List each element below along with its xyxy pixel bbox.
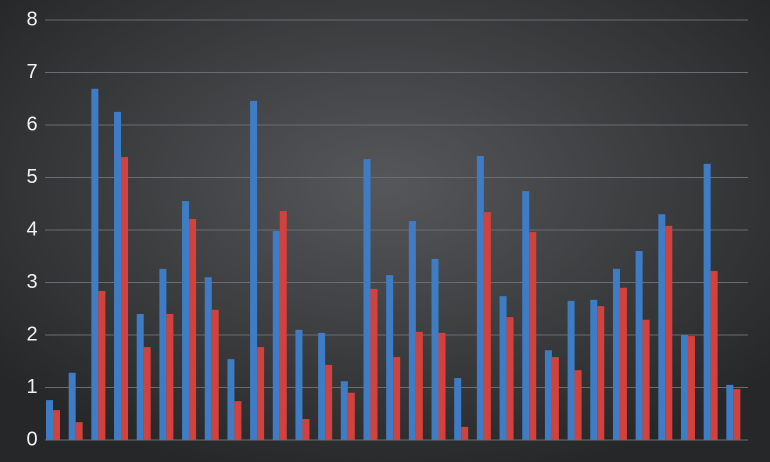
bar — [612, 268, 620, 440]
bar — [619, 287, 627, 440]
y-tick-label: 5 — [26, 166, 37, 188]
bar — [567, 300, 575, 440]
bar — [658, 214, 666, 440]
bar — [522, 191, 530, 440]
bar — [642, 319, 650, 440]
bar — [204, 277, 212, 440]
bar — [665, 225, 673, 440]
bar — [551, 357, 559, 440]
bar — [272, 231, 280, 440]
y-tick-label: 1 — [26, 376, 37, 398]
y-tick-label: 2 — [26, 323, 37, 345]
bar — [68, 372, 76, 440]
bar — [257, 347, 265, 440]
bar — [302, 419, 310, 440]
bar — [635, 251, 643, 440]
y-tick-label: 7 — [26, 61, 37, 83]
bar — [431, 258, 439, 440]
bar — [211, 309, 219, 440]
bar — [590, 299, 598, 440]
bar — [325, 364, 333, 440]
bar — [726, 384, 734, 440]
bar — [53, 410, 60, 440]
bar — [483, 212, 491, 440]
bar — [703, 163, 711, 440]
bar — [506, 317, 514, 440]
bar — [234, 401, 242, 440]
bar — [408, 221, 416, 440]
bar — [250, 100, 258, 440]
y-tick-label: 0 — [26, 428, 37, 450]
bar — [340, 381, 348, 440]
y-tick-label: 4 — [26, 218, 37, 240]
y-tick-label: 8 — [26, 8, 37, 30]
y-tick-label: 6 — [26, 113, 37, 135]
bar — [136, 314, 144, 440]
bar — [279, 211, 287, 440]
bar — [544, 350, 552, 440]
bar — [438, 332, 446, 440]
bar — [98, 290, 106, 440]
bar — [499, 296, 507, 440]
bar — [733, 389, 741, 440]
bar — [121, 157, 129, 440]
bar — [574, 370, 582, 440]
bar — [318, 332, 326, 440]
bar — [597, 306, 605, 440]
bar — [114, 111, 122, 440]
bar — [182, 201, 190, 440]
bar — [46, 400, 53, 440]
bar — [347, 392, 355, 440]
bar — [143, 347, 151, 440]
bar — [227, 359, 235, 440]
bar — [710, 270, 718, 440]
bar — [386, 275, 394, 440]
bar — [476, 155, 484, 440]
bar — [415, 331, 423, 440]
bar — [680, 335, 688, 440]
bar — [166, 314, 174, 440]
bar — [91, 88, 99, 441]
bar — [295, 329, 303, 440]
y-tick-label: 3 — [26, 271, 37, 293]
bar — [370, 288, 378, 440]
bar — [159, 268, 167, 440]
bar — [189, 218, 197, 440]
bar — [529, 232, 537, 440]
bar — [461, 426, 469, 440]
bar — [454, 378, 462, 440]
bar — [75, 422, 83, 440]
bar — [363, 159, 371, 440]
bar — [393, 357, 401, 440]
bar — [687, 336, 695, 440]
